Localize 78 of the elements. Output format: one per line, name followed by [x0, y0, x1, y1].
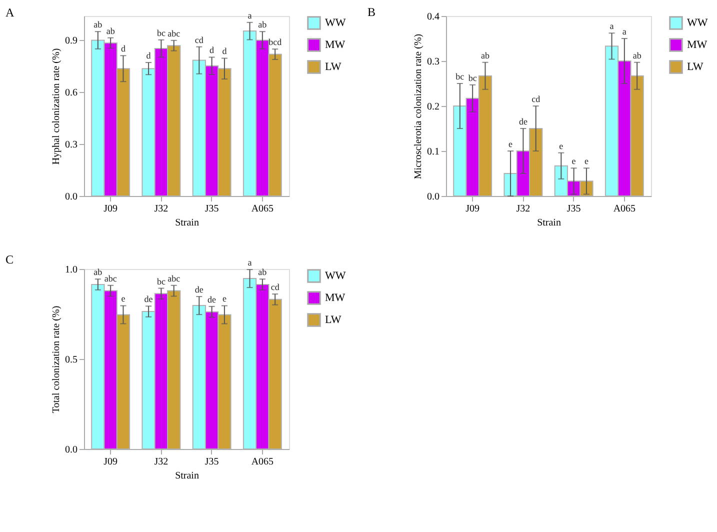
- data-label: bc: [456, 72, 464, 82]
- x-tick-label: J35: [566, 204, 581, 214]
- data-label: ab: [632, 50, 642, 60]
- x-axis-title: Strain: [537, 218, 561, 228]
- data-label: e: [572, 156, 576, 166]
- y-tick-label: 1.0: [65, 264, 78, 276]
- data-label: ab: [106, 26, 116, 36]
- x-tick-label: J35: [204, 204, 219, 214]
- y-tick-label: 0.9: [65, 36, 78, 47]
- chart-title: A: [6, 5, 14, 20]
- data-label: e: [584, 156, 588, 166]
- data-label: bc: [156, 276, 166, 286]
- y-axis-title: Microsclerotia colonization rate (%): [413, 34, 424, 180]
- data-label: de: [144, 294, 153, 304]
- y-tick-label: 0.3: [427, 56, 440, 68]
- data-label: de: [194, 284, 204, 295]
- chart-title: C: [6, 252, 14, 267]
- x-tick-label: J32: [154, 456, 168, 468]
- data-label: ab: [258, 20, 268, 30]
- data-label: de: [208, 294, 216, 304]
- data-label: d: [146, 50, 152, 61]
- x-tick-label: J09: [104, 204, 118, 214]
- data-label: e: [121, 294, 126, 304]
- data-label: cd: [270, 282, 280, 292]
- legend-label: WW: [687, 17, 708, 29]
- legend-label: MW: [687, 39, 708, 51]
- chart-title: B: [368, 5, 376, 19]
- data-label: bc: [156, 28, 166, 38]
- data-label: e: [559, 140, 564, 151]
- y-tick-label: 0.4: [427, 12, 440, 22]
- data-label: bc: [468, 72, 477, 83]
- data-label: a: [610, 21, 614, 32]
- x-axis-title: Strain: [175, 470, 199, 482]
- legend-label: WW: [325, 17, 346, 29]
- data-label: a: [248, 258, 252, 268]
- x-tick-label: J09: [466, 204, 480, 214]
- x-tick-label: J35: [204, 456, 219, 468]
- y-tick-label: 0.0: [427, 192, 440, 202]
- x-tick-label: A065: [251, 204, 274, 214]
- data-label: d: [222, 46, 228, 56]
- y-tick-label: 0.0: [65, 192, 78, 202]
- y-tick-label: 0.1: [427, 146, 440, 158]
- x-axis-title: Strain: [175, 218, 199, 228]
- legend-label: MW: [325, 292, 346, 304]
- y-tick-label: 0.2: [427, 102, 440, 112]
- legend-label: WW: [325, 270, 346, 282]
- data-label: ab: [94, 267, 103, 278]
- data-label: e: [508, 139, 513, 149]
- y-axis-title: Total colonization rate (%): [51, 306, 62, 414]
- legend-label: LW: [325, 314, 342, 326]
- data-label: d: [210, 45, 215, 56]
- data-label: d: [120, 44, 126, 54]
- x-tick-label: A065: [251, 456, 274, 468]
- data-label: a: [622, 26, 626, 36]
- data-label: a: [248, 10, 252, 20]
- data-label: abc: [168, 28, 180, 38]
- data-label: e: [222, 294, 226, 304]
- y-tick-label: 0.6: [65, 88, 78, 99]
- y-tick-label: 0.0: [65, 444, 78, 456]
- legend-label: LW: [325, 61, 342, 73]
- x-tick-label: A065: [613, 204, 636, 214]
- x-tick-label: J09: [104, 456, 118, 468]
- data-label: ab: [480, 50, 490, 60]
- y-axis-title: Hyphal colonization rate (%): [51, 48, 62, 165]
- data-label: ab: [258, 267, 268, 278]
- data-label: de: [518, 116, 528, 126]
- data-label: ab: [94, 20, 103, 30]
- y-tick-label: 0.3: [65, 140, 78, 151]
- x-tick-label: J32: [154, 204, 168, 214]
- data-label: cd: [532, 94, 541, 104]
- data-label: abc: [168, 273, 180, 284]
- y-tick-label: 0.5: [65, 354, 78, 366]
- legend-label: LW: [687, 61, 704, 73]
- x-tick-label: J32: [516, 204, 530, 214]
- legend-label: MW: [325, 39, 346, 51]
- data-label: abc: [104, 273, 117, 284]
- data-label: cd: [194, 34, 204, 45]
- data-label: bcd: [268, 37, 282, 48]
